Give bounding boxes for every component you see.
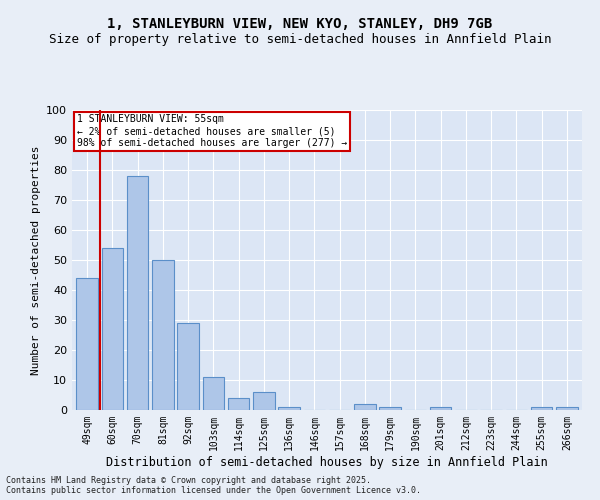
Bar [556, 407, 578, 410]
Bar [152, 260, 173, 410]
X-axis label: Distribution of semi-detached houses by size in Annfield Plain: Distribution of semi-detached houses by … [106, 456, 548, 468]
Bar [278, 407, 300, 410]
Bar [178, 323, 199, 410]
Bar [379, 407, 401, 410]
Bar [253, 392, 275, 410]
Text: 1, STANLEYBURN VIEW, NEW KYO, STANLEY, DH9 7GB: 1, STANLEYBURN VIEW, NEW KYO, STANLEY, D… [107, 18, 493, 32]
Bar [101, 248, 123, 410]
Bar [354, 404, 376, 410]
Bar [430, 407, 451, 410]
Text: 1 STANLEYBURN VIEW: 55sqm
← 2% of semi-detached houses are smaller (5)
98% of se: 1 STANLEYBURN VIEW: 55sqm ← 2% of semi-d… [77, 114, 347, 148]
Bar [203, 377, 224, 410]
Bar [76, 278, 98, 410]
Bar [531, 407, 553, 410]
Text: Size of property relative to semi-detached houses in Annfield Plain: Size of property relative to semi-detach… [49, 32, 551, 46]
Text: Contains HM Land Registry data © Crown copyright and database right 2025.
Contai: Contains HM Land Registry data © Crown c… [6, 476, 421, 495]
Y-axis label: Number of semi-detached properties: Number of semi-detached properties [31, 145, 41, 375]
Bar [127, 176, 148, 410]
Bar [228, 398, 250, 410]
